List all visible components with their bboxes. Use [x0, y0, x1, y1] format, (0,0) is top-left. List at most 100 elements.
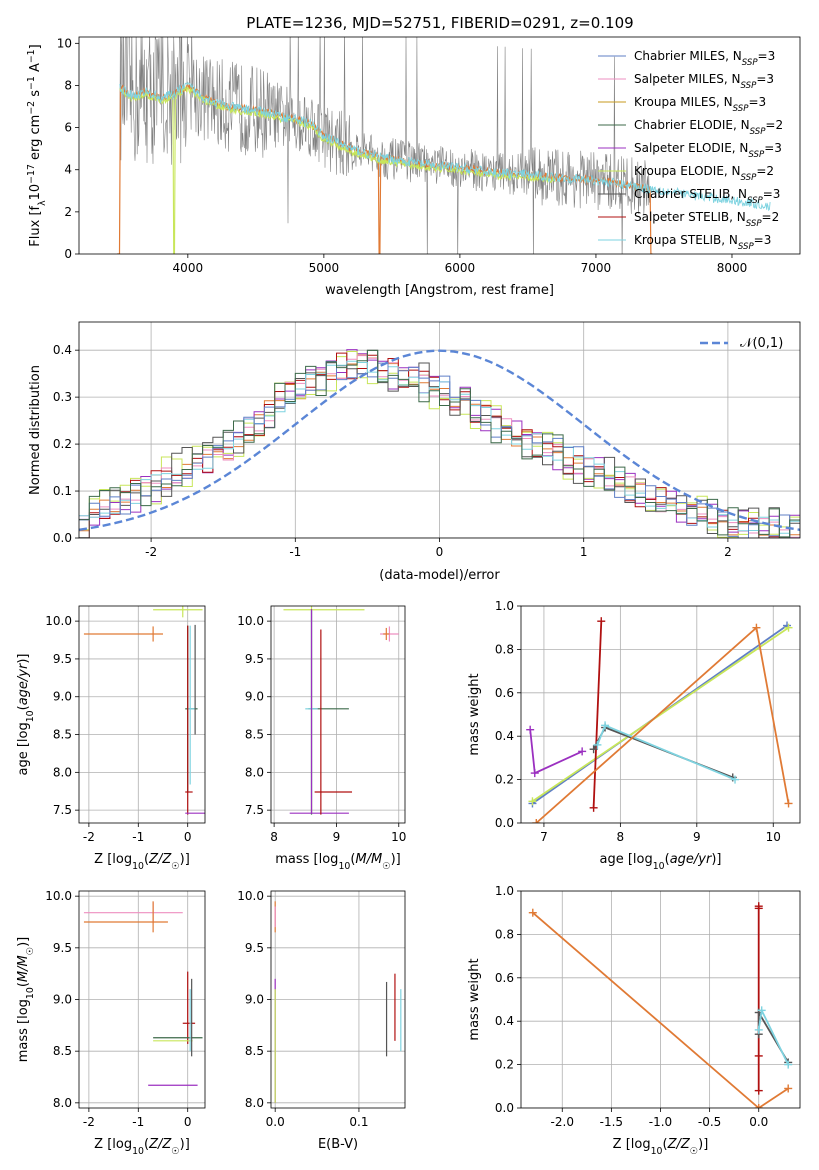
- legend-entry: 𝒩(0,1): [740, 336, 783, 351]
- model-spectrum-orange: [117, 81, 653, 254]
- legend-entry: Kroupa ELODIE, NSSP=2: [634, 164, 774, 183]
- x-tick-label: -2: [83, 830, 95, 844]
- label-part: (: [16, 705, 31, 710]
- y-tick-label: 9.5: [245, 941, 264, 955]
- x-tick-label: 4000: [173, 261, 204, 275]
- label-part: 10: [132, 861, 144, 872]
- label-part: (: [144, 852, 149, 867]
- legend-count: =3: [756, 72, 774, 86]
- legend-name: Kroupa MILES, N: [634, 95, 733, 109]
- label-part: ☉: [171, 1146, 179, 1157]
- x-axis-label: Z [log10(Z/Z☉)]: [613, 1137, 709, 1157]
- x-axis-label: (data-model)/error: [379, 568, 500, 583]
- panel-weight_vs_Z: -2.0 -1.5 -1.0 -0.5 0.0 0.0 0.2 0.4 0.6 0.8 1.0 mas…: [467, 884, 801, 1157]
- y-tick-label: 9.0: [53, 993, 72, 1007]
- label-part: −1: [26, 76, 37, 90]
- legend-entry: Chabrier STELIB, NSSP=3: [634, 187, 780, 206]
- plot-area: [271, 606, 405, 823]
- legend-sub: SSP: [748, 150, 765, 160]
- y-tick-label: 7.5: [245, 803, 264, 817]
- label-part: Z [log: [613, 1137, 651, 1152]
- x-tick-label: 0.0: [749, 1115, 768, 1129]
- gaussian-curve: [79, 349, 800, 531]
- x-tick-label: 10: [391, 830, 406, 844]
- label-part: age [log: [599, 852, 652, 867]
- x-tick-label: -1.5: [600, 1115, 623, 1129]
- legend-entry: Kroupa MILES, NSSP=3: [634, 95, 766, 114]
- label-part: 10: [338, 861, 350, 872]
- figure-title: PLATE=1236, MJD=52751, FIBERID=0291, z=0…: [246, 14, 633, 32]
- y-tick-label: 10.0: [45, 889, 72, 903]
- x-tick-label: 0: [184, 830, 192, 844]
- label-part: ☉: [690, 1146, 698, 1157]
- plot-area: [271, 891, 405, 1108]
- y-tick-label: 0.2: [495, 1058, 514, 1072]
- y-tick-label: 0.8: [495, 642, 514, 656]
- y-tick-label: 8.0: [245, 1096, 264, 1110]
- label-part: M/M: [16, 955, 31, 982]
- legend-entry: Kroupa STELIB, NSSP=3: [634, 233, 771, 252]
- label-part: λ: [37, 200, 48, 206]
- y-tick-label: 0.0: [53, 531, 72, 545]
- y-axis-label: Normed distribution: [28, 365, 43, 495]
- x-tick-label: -1: [289, 545, 301, 559]
- legend-sub: SSP: [742, 58, 759, 68]
- label-part: )]: [16, 653, 31, 663]
- model-spectrum-cyan: [119, 81, 771, 212]
- panel-mass_vs_Z: -2 -1 08.08.59.09.510.0Z [log10(Z/Z☉)]mass…: [16, 889, 206, 1157]
- label-part: )]: [698, 1137, 708, 1152]
- panel-mass_vs_ebv: 0.0 0.1 8.0 8.5 9.0 9.5 10.0 E(B-V): [237, 889, 406, 1152]
- x-tick-label: -0.5: [698, 1115, 721, 1129]
- plot-area: [117, 37, 771, 254]
- label-part: Flux [f: [28, 205, 43, 246]
- y-tick-label: 9.5: [53, 941, 72, 955]
- x-tick-label: 0: [184, 1115, 192, 1129]
- label-part: (: [663, 1137, 668, 1152]
- y-tick-label: 0.4: [53, 343, 72, 357]
- label-part: M/M: [355, 852, 382, 867]
- legend-count: =3: [764, 141, 782, 155]
- series-line: [596, 724, 736, 781]
- label-part: 10: [25, 987, 36, 999]
- label-part: ]: [28, 44, 43, 49]
- model-spectrum-yellowgreen: [119, 85, 556, 254]
- label-part: ☉: [25, 947, 36, 955]
- legend-sub: SSP: [750, 127, 767, 137]
- legend-entry: Salpeter MILES, NSSP=3: [634, 72, 774, 91]
- y-axis-label: mass weight: [467, 673, 482, 755]
- legend-sub: SSP: [738, 242, 755, 252]
- series-line: [535, 625, 790, 823]
- axes-frame: [270, 605, 406, 824]
- y-tick-label: 0.8: [495, 927, 514, 941]
- y-tick-label: 4: [64, 163, 72, 177]
- x-tick-label: -2: [145, 545, 157, 559]
- axes-frame: [520, 605, 801, 824]
- legend-count: =3: [758, 49, 776, 63]
- x-axis-label: mass [log10(M/M☉)]: [275, 852, 401, 872]
- y-tick-label: 9.0: [245, 690, 264, 704]
- label-part: )]: [180, 1137, 190, 1152]
- legend-name: Kroupa STELIB, N: [634, 233, 738, 247]
- y-tick-label: 1.0: [495, 884, 514, 898]
- y-tick-label: 6: [64, 121, 72, 135]
- label-part: Z/Z: [667, 1137, 691, 1152]
- x-tick-label: 9: [333, 830, 341, 844]
- label-part: 10: [132, 1146, 144, 1157]
- y-tick-label: 0.6: [495, 971, 514, 985]
- histogram-step: [79, 361, 800, 538]
- label-part: )]: [16, 937, 31, 947]
- label-part: age/yr: [670, 852, 713, 867]
- legend-sub: SSP: [741, 81, 758, 91]
- legend-name: Salpeter ELODIE, N: [634, 141, 748, 155]
- y-tick-label: 10.0: [237, 614, 264, 628]
- y-tick-label: 0.2: [495, 773, 514, 787]
- legend-sub: SSP: [733, 104, 750, 114]
- label-part: )]: [180, 852, 190, 867]
- y-tick-label: 8.5: [53, 728, 72, 742]
- y-tick-label: 8.5: [245, 728, 264, 742]
- label-part: erg cm: [28, 115, 43, 164]
- label-part: 10: [28, 184, 43, 201]
- label-part: (: [350, 852, 355, 867]
- x-tick-label: 5000: [309, 261, 340, 275]
